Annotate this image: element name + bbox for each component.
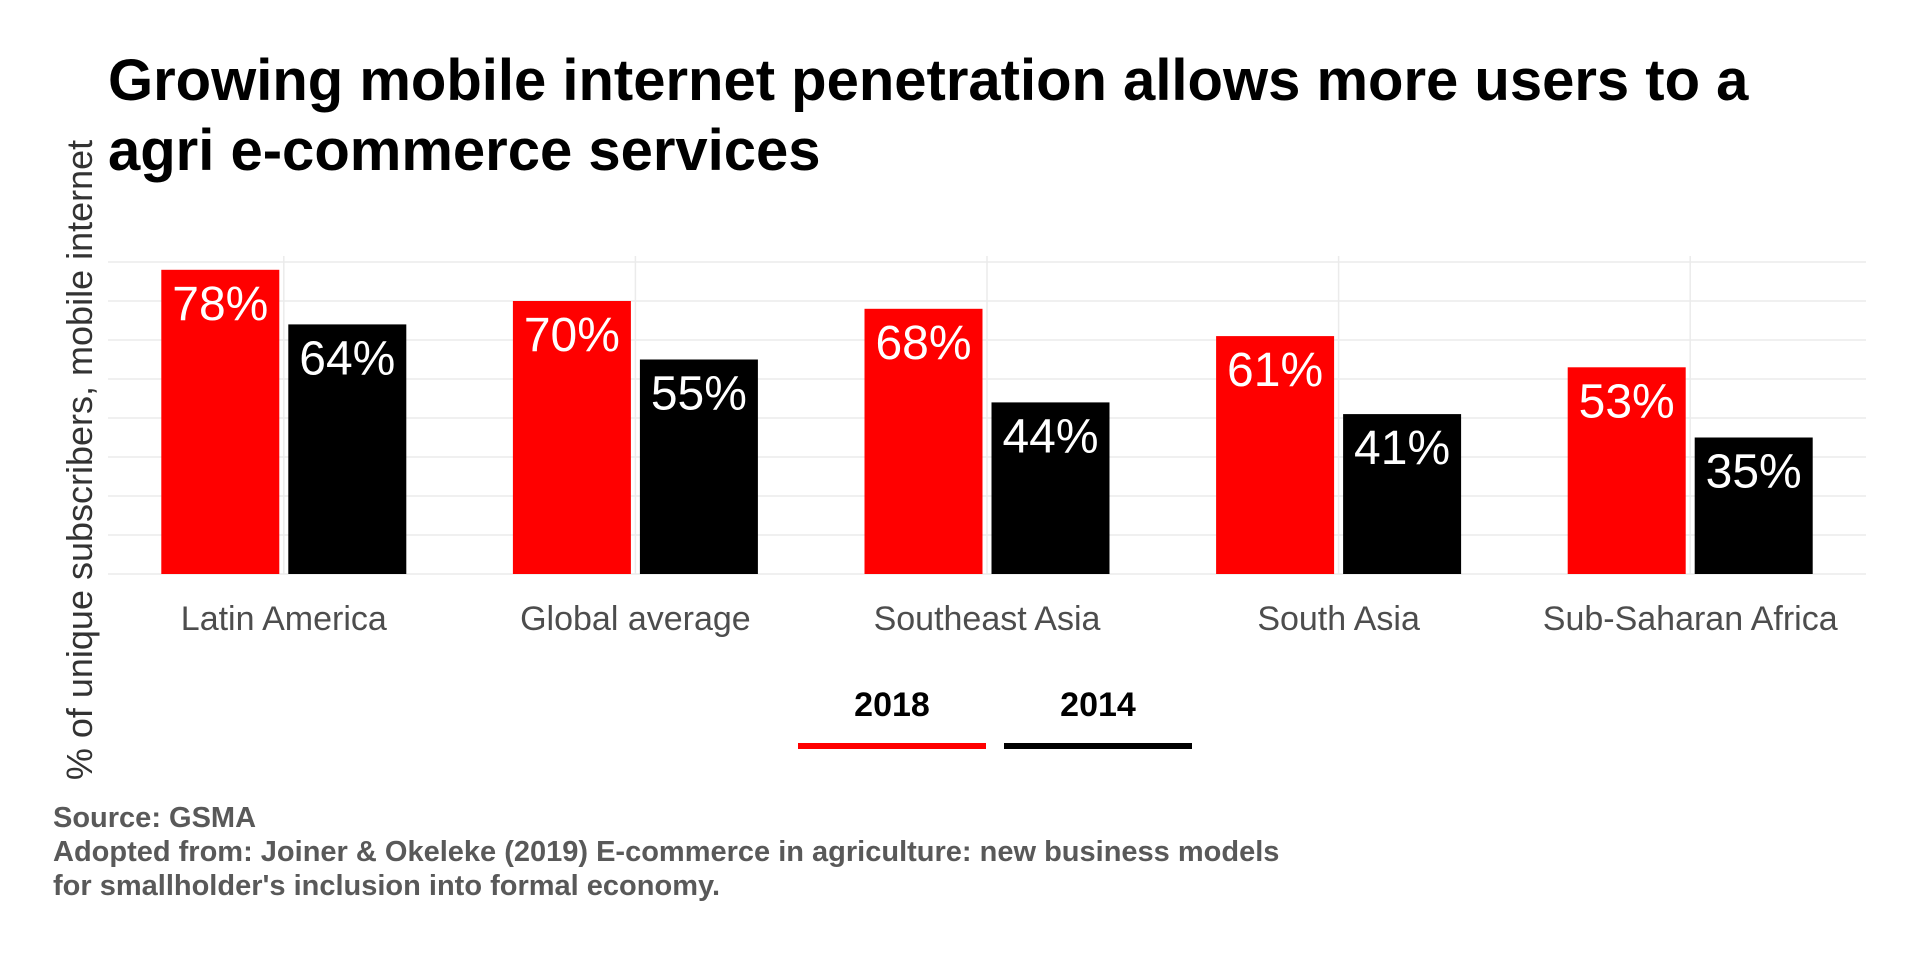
bar-2018-1: [512, 301, 631, 574]
legend-swatch-2014: [1004, 743, 1192, 749]
bar-2014-0: [288, 324, 407, 574]
bar-2014-3: [1343, 414, 1462, 574]
bar-2018-0: [161, 269, 280, 574]
x-tick-label-2: Southeast Asia: [874, 600, 1101, 638]
chart-title-line-1: Growing mobile internet penetration allo…: [108, 48, 1749, 113]
caption-source: Source: GSMA: [53, 802, 257, 834]
data-label-2018-2: 68%: [875, 317, 971, 370]
legend: 2018 2014: [798, 685, 1192, 749]
data-label-2014-0: 64%: [299, 332, 395, 385]
data-label-2014-2: 44%: [1002, 410, 1098, 463]
bar-2014-1: [639, 359, 758, 574]
chart-title: Growing mobile internet penetration allo…: [108, 46, 1920, 186]
data-label-2014-1: 55%: [651, 368, 747, 421]
bar-2018-2: [864, 308, 983, 574]
caption-adopted-line-2: for smallholder's inclusion into formal …: [53, 870, 721, 902]
legend-label-2018: 2018: [854, 686, 930, 724]
data-label-2018-0: 78%: [172, 278, 268, 331]
legend-item-2018: 2018: [798, 685, 986, 749]
x-tick-label-0: Latin America: [181, 600, 387, 638]
bars: [161, 269, 1813, 574]
x-tick-label-4: Sub-Saharan Africa: [1543, 600, 1838, 638]
chart-title-line-2: agri e-commerce services: [108, 118, 821, 183]
legend-label-2014: 2014: [1060, 686, 1136, 724]
bar-2018-3: [1216, 336, 1335, 574]
caption-adopted-line-1: Adopted from: Joiner & Okeleke (2019) E-…: [53, 836, 1280, 868]
legend-item-2014: 2014: [1004, 685, 1192, 749]
x-tick-label-1: Global average: [520, 600, 751, 638]
data-labels: 78% 64% 70% 55% 68% 44% 61% 41% 53% 35%: [172, 278, 1801, 499]
caption: Source: GSMA Adopted from: Joiner & Okel…: [53, 801, 1279, 903]
bar-2018-4: [1567, 367, 1686, 574]
data-label-2018-1: 70%: [524, 309, 620, 362]
data-label-2014-4: 35%: [1706, 446, 1802, 499]
x-tick-label-3: South Asia: [1257, 600, 1420, 638]
data-label-2014-3: 41%: [1354, 422, 1450, 475]
data-label-2018-3: 61%: [1227, 344, 1323, 397]
data-label-2018-4: 53%: [1579, 375, 1675, 428]
bar-2014-4: [1694, 437, 1813, 574]
bar-2014-2: [991, 402, 1110, 574]
x-axis-tick-labels: Latin America Global average Southeast Asi…: [181, 600, 1838, 638]
legend-swatch-2018: [798, 743, 986, 749]
